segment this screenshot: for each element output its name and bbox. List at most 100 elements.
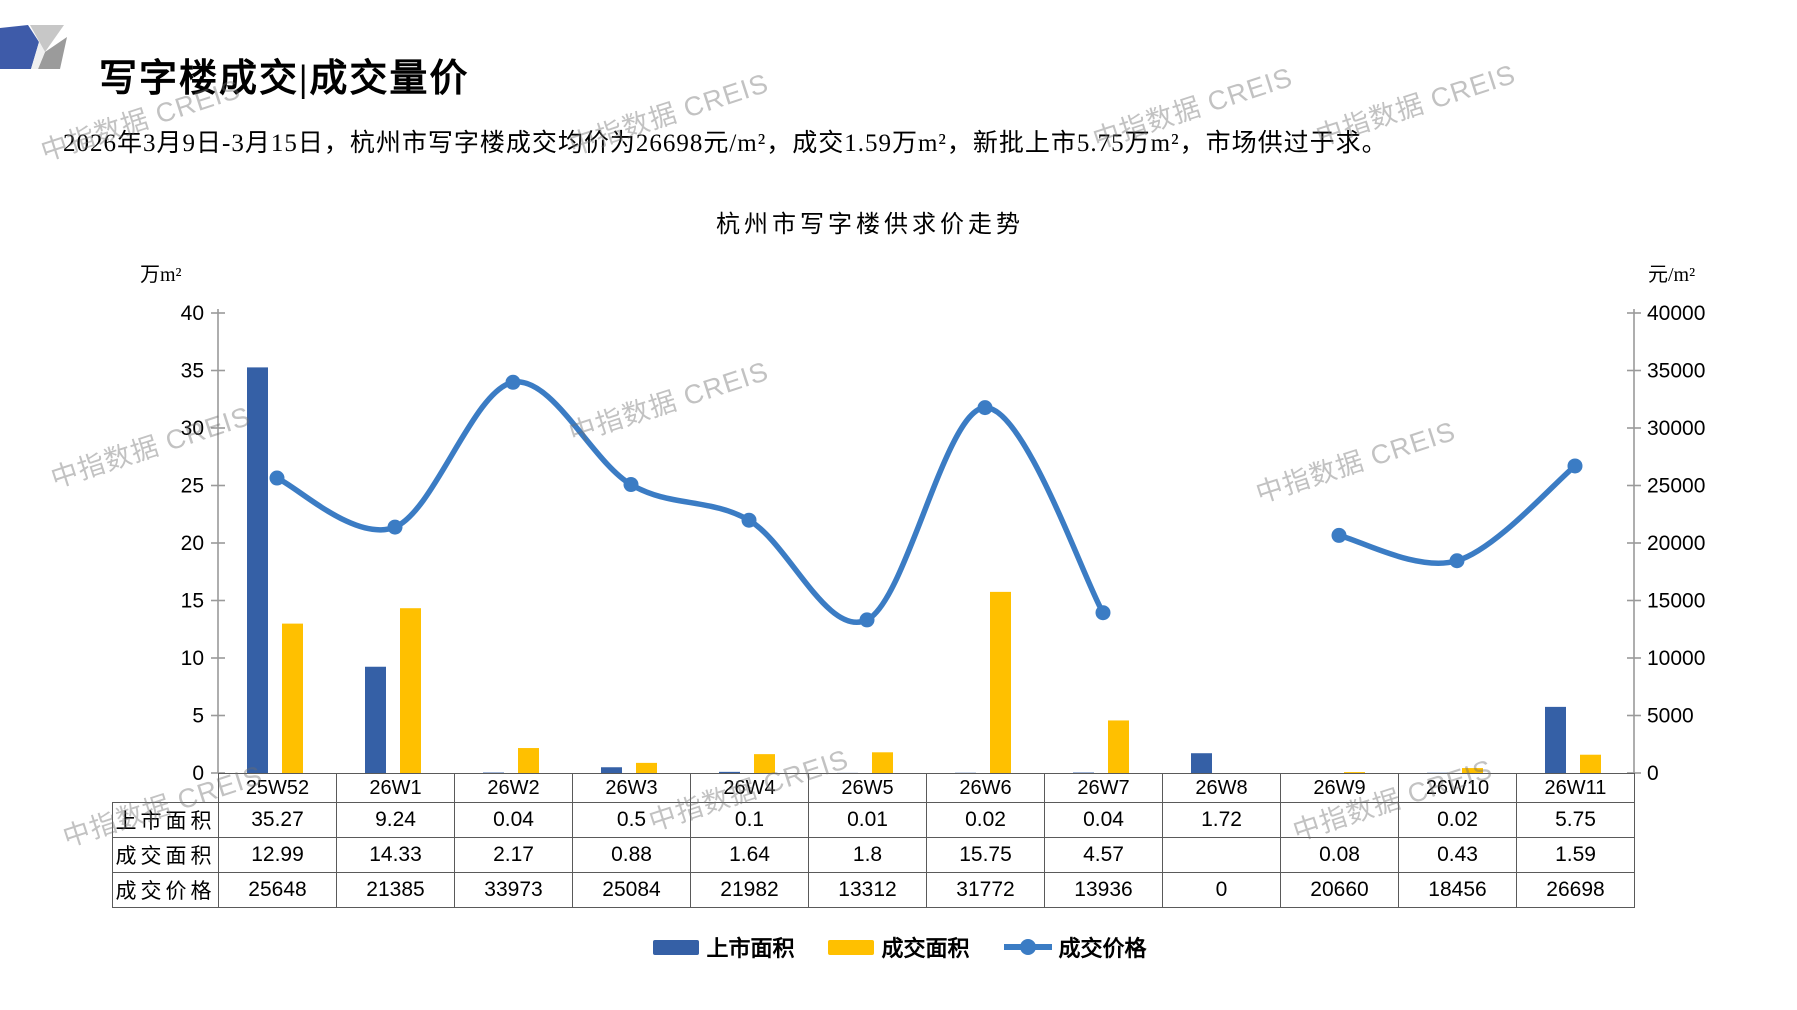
table-cell: 0.08 [1280, 837, 1399, 873]
right-axis-tick-label: 40000 [1647, 302, 1705, 325]
right-axis-tick-label: 35000 [1647, 360, 1705, 383]
table-cell: 33973 [454, 872, 573, 908]
right-axis-tick-label: 25000 [1647, 475, 1705, 498]
sold-area-bar [1462, 768, 1483, 773]
page-title: 写字楼成交|成交量价 [99, 58, 470, 101]
table-cell: 0.1 [690, 802, 809, 838]
left-axis-tick-label: 30 [181, 417, 204, 440]
right-axis-unit: 元/m² [1648, 264, 1696, 286]
table-cell: 25648 [218, 872, 337, 908]
data-table: 25W52 26W1 26W2 26W3 26W4 26W5 26W6 26W7 26W8 26W… [112, 773, 1635, 908]
price-marker [1095, 605, 1111, 621]
price-line [1336, 463, 1578, 566]
price-marker [741, 512, 757, 528]
table-column-header: 26W1 [336, 773, 455, 803]
sold-area-bar [1580, 754, 1601, 773]
price-marker [1331, 527, 1347, 543]
price-marker [623, 477, 639, 493]
listed-area-bar [1545, 706, 1566, 773]
price-marker [387, 519, 403, 535]
sold-area-bar [872, 752, 893, 773]
table-cell [1162, 837, 1281, 873]
legend-bar-swatch [653, 939, 700, 955]
sold-area-bar [1344, 772, 1365, 773]
table-cell: 9.24 [336, 802, 455, 838]
listed-area-bar [365, 666, 386, 773]
price-marker [859, 612, 875, 628]
left-axis-unit: 万m² [140, 264, 182, 286]
listed-area-bar [1073, 772, 1094, 774]
left-axis-tick-label: 25 [181, 475, 204, 498]
sold-area-bar [990, 591, 1011, 773]
chart-legend: 上市面积 成交面积 成交价格 [500, 933, 1300, 961]
table-column-header: 26W9 [1280, 773, 1399, 803]
table-cell: 0.43 [1398, 837, 1517, 873]
left-axis-tick-label: 0 [192, 762, 204, 785]
sold-area-bar [518, 748, 539, 773]
table-cell: 35.27 [218, 802, 337, 838]
table-cell: 2.17 [454, 837, 573, 873]
table-cell: 0.04 [454, 802, 573, 838]
table-cell: 1.72 [1162, 802, 1281, 838]
table-column-header: 26W2 [454, 773, 573, 803]
right-axis-tick-label: 15000 [1647, 590, 1705, 613]
listed-area-bar [483, 772, 504, 774]
table-cell: 18456 [1398, 872, 1517, 908]
table-cell: 21982 [690, 872, 809, 908]
right-axis-tick-label: 20000 [1647, 532, 1705, 555]
chart-title: 杭州市写字楼供求价走势 [716, 212, 1024, 238]
table-cell: 15.75 [926, 837, 1045, 873]
legend-item: 成交价格 [1003, 931, 1147, 963]
listed-area-bar [601, 767, 622, 773]
listed-area-bar [247, 367, 268, 773]
table-cell: 0 [1162, 872, 1281, 908]
table-cell: 0.88 [572, 837, 691, 873]
sold-area-bar [282, 623, 303, 773]
table-cell: 13936 [1044, 872, 1163, 908]
left-axis-tick-label: 40 [181, 302, 204, 325]
listed-area-bar [719, 771, 740, 773]
right-axis-tick-label: 0 [1647, 762, 1659, 785]
table-cell: 1.59 [1516, 837, 1635, 873]
table-cell: 0.5 [572, 802, 691, 838]
legend-label: 成交价格 [1058, 936, 1147, 961]
legend-bar-swatch [828, 939, 875, 955]
table-cell: 0.02 [1398, 802, 1517, 838]
sold-area-bar [1108, 720, 1129, 773]
legend-label: 上市面积 [706, 936, 795, 961]
summary-text: 2026年3月9日-3月15日，杭州市写字楼成交均价为26698元/m²，成交1… [63, 130, 1388, 157]
table-column-header: 26W6 [926, 773, 1045, 803]
table-cell: 31772 [926, 872, 1045, 908]
left-axis-tick-label: 35 [181, 360, 204, 383]
creis-logo [0, 25, 67, 69]
legend-line-swatch [1003, 939, 1052, 955]
price-line [274, 379, 1106, 625]
table-column-header: 26W5 [808, 773, 927, 803]
table-row-header: 成交价格 [112, 872, 219, 908]
left-axis-tick-label: 15 [181, 590, 204, 613]
table-cell: 1.8 [808, 837, 927, 873]
table-row-header: 上市面积 [112, 802, 219, 838]
left-axis-tick-label: 5 [192, 705, 204, 728]
left-axis-tick-label: 10 [181, 647, 204, 670]
legend-item: 成交面积 [828, 931, 970, 963]
table-cell: 4.57 [1044, 837, 1163, 873]
table-cell: 13312 [808, 872, 927, 908]
sold-area-bar [400, 608, 421, 773]
sold-area-bar [754, 754, 775, 773]
table-cell: 25084 [572, 872, 691, 908]
table-corner-cell [113, 774, 219, 803]
table-cell: 0.01 [808, 802, 927, 838]
table-column-header: 26W10 [1398, 773, 1517, 803]
right-axis-tick-label: 10000 [1647, 647, 1705, 670]
table-column-header: 26W4 [690, 773, 809, 803]
right-axis-tick-label: 5000 [1647, 705, 1694, 728]
table-cell [1280, 802, 1399, 838]
table-column-header: 26W3 [572, 773, 691, 803]
table-cell: 12.99 [218, 837, 337, 873]
price-marker [505, 374, 521, 390]
table-cell: 1.64 [690, 837, 809, 873]
price-marker [1449, 553, 1465, 569]
table-column-header: 25W52 [218, 773, 337, 803]
